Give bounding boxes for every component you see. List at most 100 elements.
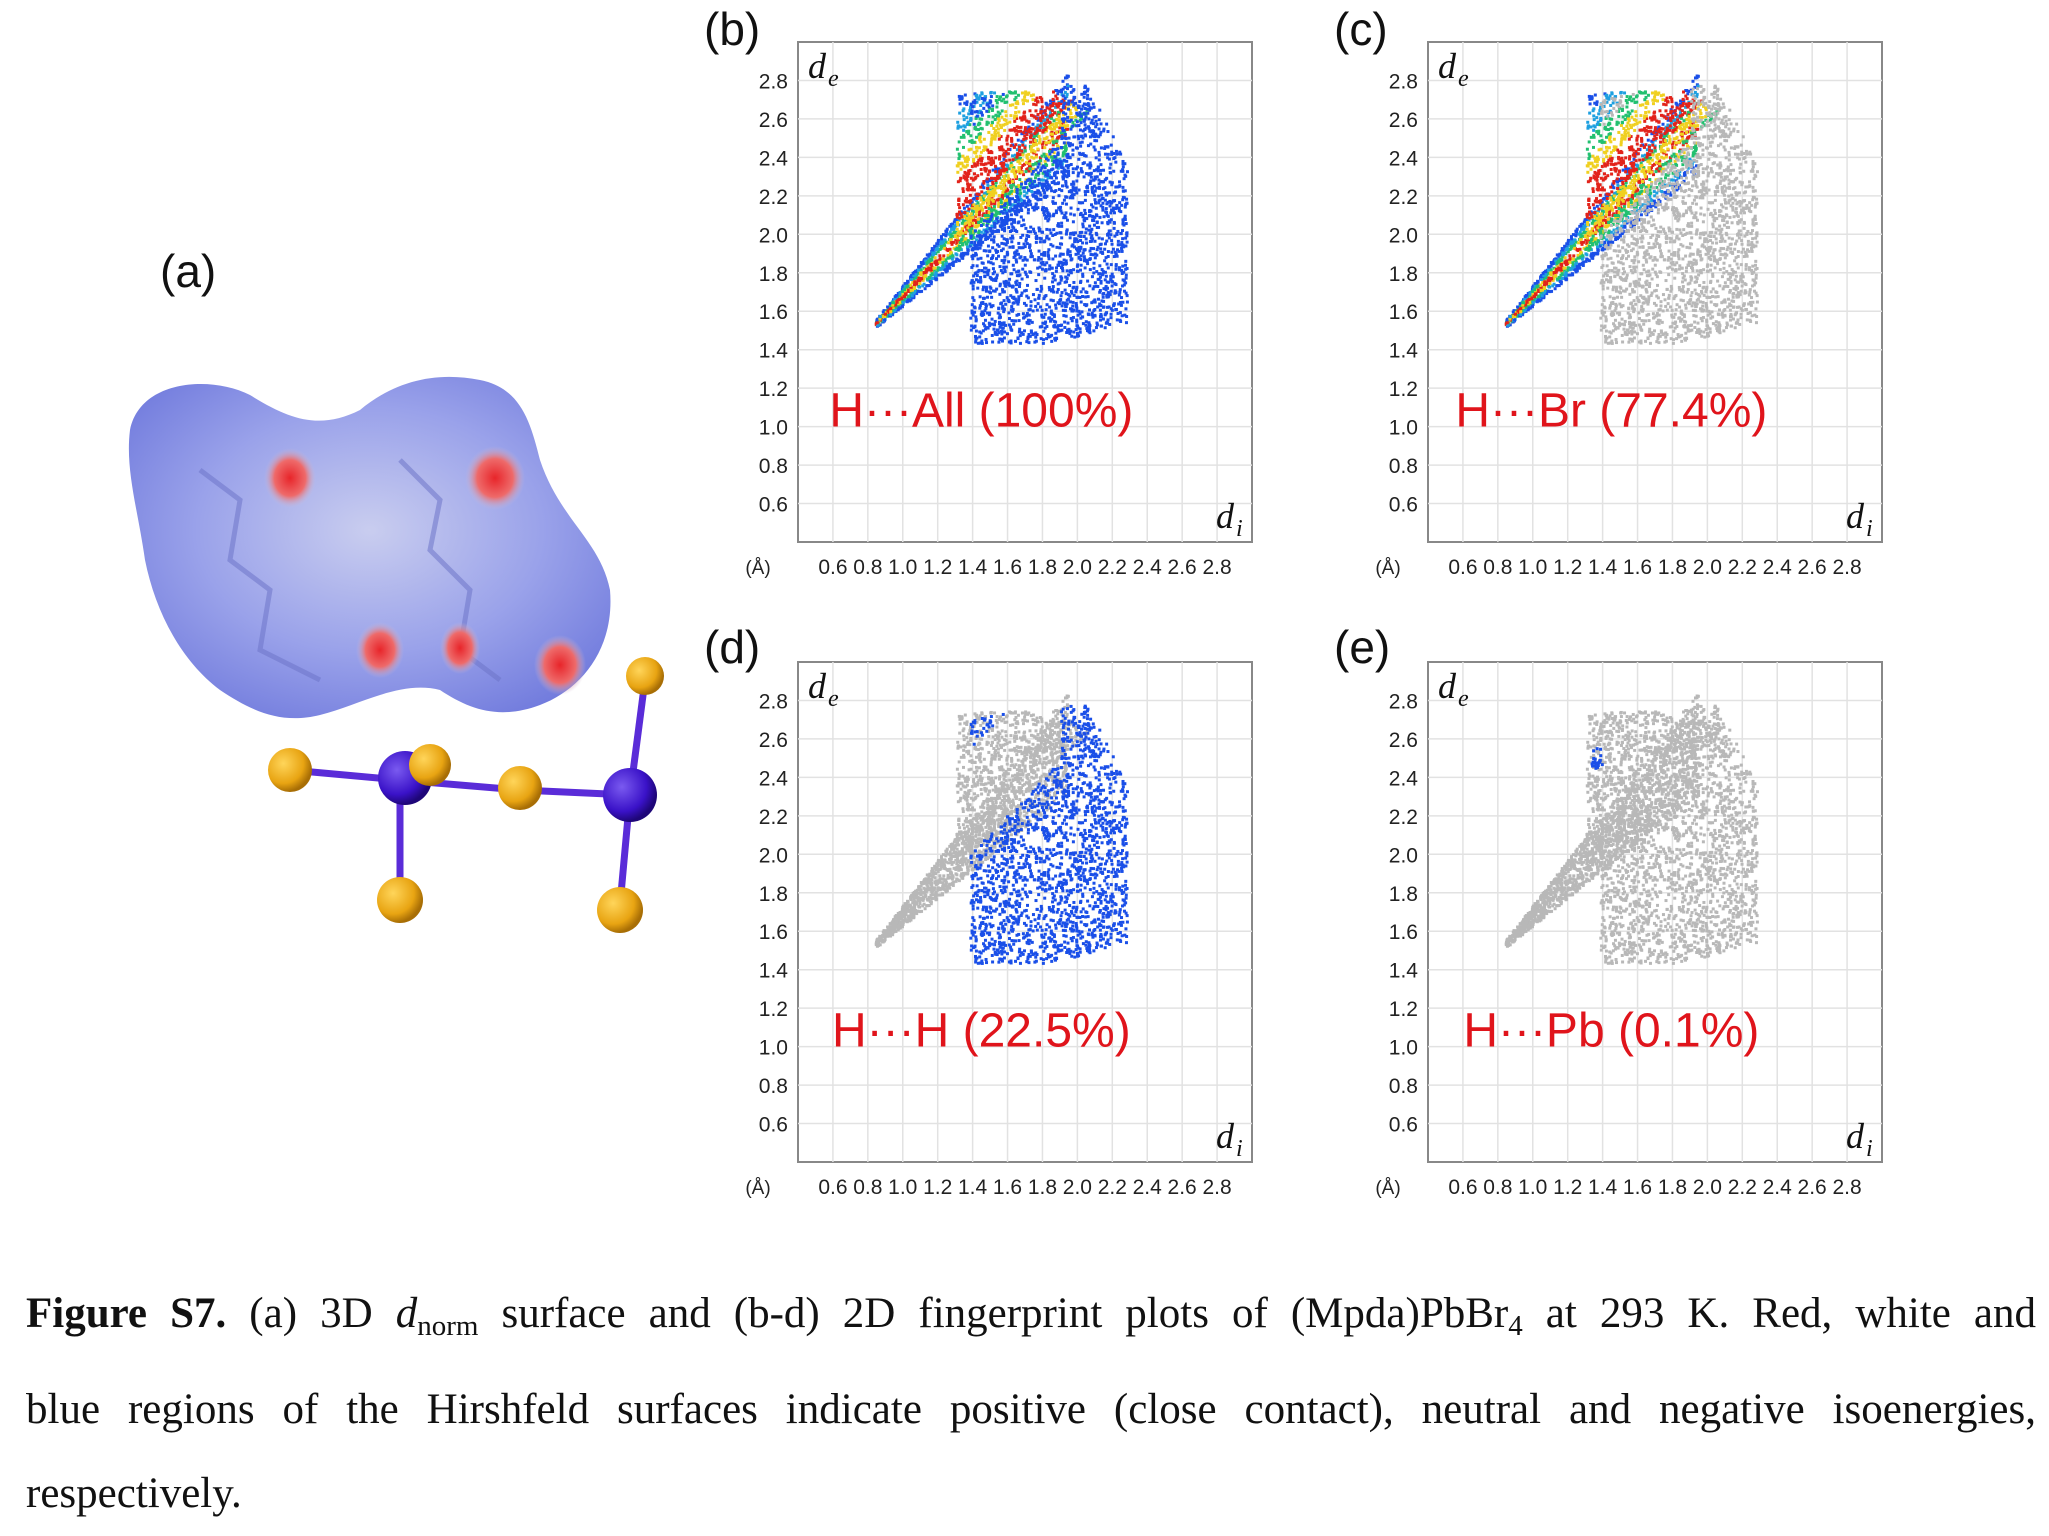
fingerprint-point (889, 302, 892, 305)
fingerprint-point (1026, 204, 1029, 207)
fingerprint-point (1022, 115, 1025, 118)
fingerprint-point (977, 280, 980, 283)
fingerprint-point (946, 265, 949, 268)
fingerprint-point (977, 218, 980, 221)
fingerprint-point (1017, 210, 1020, 213)
fingerprint-point (1122, 165, 1125, 168)
fingerprint-point (1026, 284, 1029, 287)
fingerprint-point (1109, 171, 1112, 174)
fingerprint-point (1106, 263, 1109, 266)
fingerprint-point (1046, 303, 1049, 306)
fingerprint-point (992, 328, 995, 331)
fingerprint-point (1037, 302, 1040, 305)
fingerprint-point (1005, 119, 1008, 122)
fingerprint-point (1034, 176, 1037, 179)
fingerprint-point (960, 215, 963, 218)
fingerprint-point (993, 222, 996, 225)
fingerprint-point (988, 311, 991, 314)
fingerprint-point (958, 95, 961, 98)
fingerprint-point (1098, 216, 1101, 219)
fingerprint-point (1032, 114, 1035, 117)
fingerprint-point (1075, 247, 1078, 250)
fingerprint-point (1084, 85, 1087, 88)
fingerprint-point (1060, 279, 1063, 282)
fingerprint-point (1008, 246, 1011, 249)
fingerprint-point (1001, 305, 1004, 308)
fingerprint-point (1088, 225, 1091, 228)
fingerprint-point (1112, 303, 1115, 306)
fingerprint-point (1067, 274, 1070, 277)
fingerprint-point (1121, 265, 1124, 268)
fingerprint-point (1064, 263, 1067, 266)
fingerprint-point (1082, 287, 1085, 290)
fingerprint-point (982, 180, 985, 183)
fingerprint-point (1014, 175, 1017, 178)
fingerprint-point (980, 173, 983, 176)
fingerprint-point (1045, 195, 1048, 198)
x-tick-label: 1.6 (993, 556, 1022, 579)
fingerprint-point (1100, 194, 1103, 197)
fingerprint-point (966, 182, 969, 185)
fingerprint-point (949, 231, 952, 234)
fingerprint-point (1105, 275, 1108, 278)
fingerprint-point (900, 298, 903, 301)
fingerprint-point (1120, 204, 1123, 207)
fingerprint-point (1004, 216, 1007, 219)
fingerprint-point (1015, 230, 1018, 233)
fingerprint-point (1060, 294, 1063, 297)
fingerprint-point (962, 235, 965, 238)
fingerprint-point (1019, 192, 1022, 195)
fingerprint-point (1028, 270, 1031, 273)
fingerprint-point (940, 245, 943, 248)
fingerprint-point (1098, 158, 1101, 161)
fingerprint-point (1043, 153, 1046, 156)
fingerprint-point (971, 105, 974, 108)
fingerprint-point (1092, 122, 1095, 125)
fingerprint-point (1081, 201, 1084, 204)
fingerprint-point (1051, 181, 1054, 184)
fingerprint-point (1060, 146, 1063, 149)
fingerprint-point (1030, 94, 1033, 97)
fingerprint-point (983, 275, 986, 278)
fingerprint-point (1079, 331, 1082, 334)
fingerprint-point (1078, 246, 1081, 249)
fingerprint-point (1051, 272, 1054, 275)
fingerprint-point (1121, 222, 1124, 225)
fingerprint-point (1108, 305, 1111, 308)
fingerprint-point (952, 225, 955, 228)
fingerprint-point (957, 157, 960, 160)
fingerprint-point (986, 254, 989, 257)
fingerprint-point (1003, 208, 1006, 211)
fingerprint-point (1083, 92, 1086, 95)
fingerprint-point (1080, 264, 1083, 267)
fingerprint-point (1078, 100, 1081, 103)
fingerprint-point (964, 252, 967, 255)
fingerprint-point (1093, 224, 1096, 227)
fingerprint-point (1090, 228, 1093, 231)
fingerprint-point (1093, 298, 1096, 301)
fingerprint-point (962, 164, 965, 167)
fingerprint-point (1014, 111, 1017, 114)
x-tick-label: 0.8 (853, 556, 882, 579)
fingerprint-point (949, 251, 952, 254)
fingerprint-point (1057, 90, 1060, 93)
fingerprint-point (1125, 277, 1128, 280)
fingerprint-point (1084, 199, 1087, 202)
fingerprint-point (1056, 147, 1059, 150)
fingerprint-point (1061, 301, 1064, 304)
fingerprint-point (1038, 294, 1041, 297)
fingerprint-point (957, 180, 960, 183)
fingerprint-point (992, 185, 995, 188)
fingerprint-point (1003, 336, 1006, 339)
fingerprint-point (1114, 161, 1117, 164)
fingerprint-point (1025, 304, 1028, 307)
fingerprint-point (1056, 291, 1059, 294)
fingerprint-point (957, 199, 960, 202)
fingerprint-point (1121, 272, 1124, 275)
fingerprint-point (1005, 212, 1008, 215)
fingerprint-point (1079, 114, 1082, 117)
fingerprint-point (1010, 341, 1013, 344)
fingerprint-point (1112, 248, 1115, 251)
fingerprint-point (983, 267, 986, 270)
fingerprint-point (1031, 98, 1034, 101)
